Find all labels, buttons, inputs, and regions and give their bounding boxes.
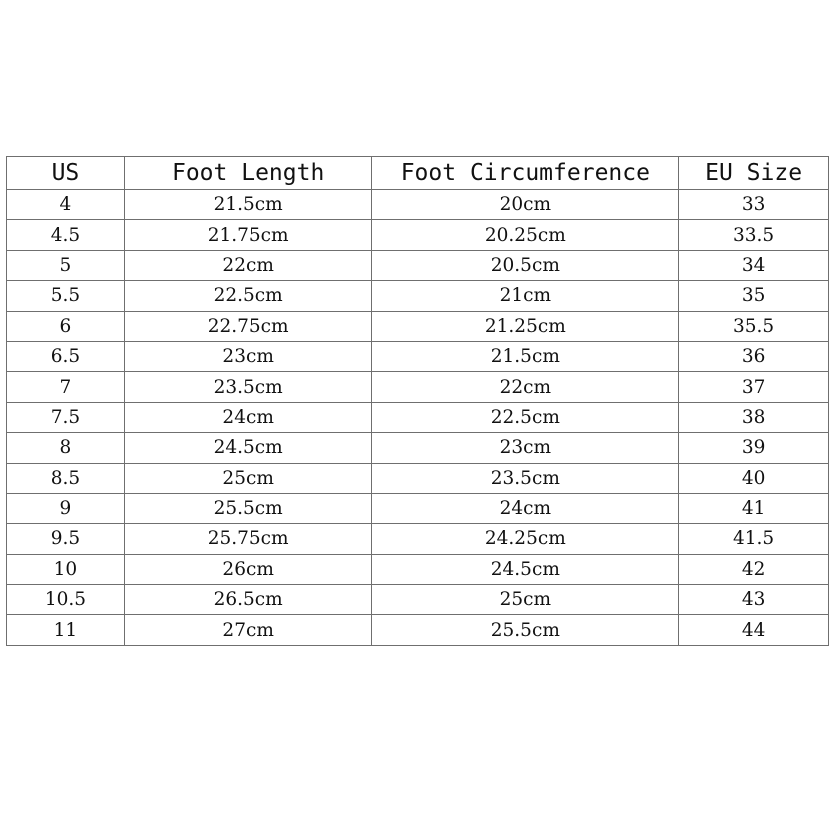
eu-size-cell: 41 [678,492,829,525]
us-cell: 8.5 [6,462,125,494]
foot-circumference-cell: 20.5cm [371,249,680,282]
foot-circumference-cell: 23.5cm [371,462,680,494]
us-cell: 11 [6,614,125,646]
header-foot-circumference: Foot Circumference [371,156,680,190]
foot-circumference-cell: 22cm [371,371,680,403]
foot-length-cell: 25.75cm [123,523,373,555]
foot-circumference-cell: 21cm [371,280,680,312]
us-cell: 9 [6,492,125,525]
eu-size-cell: 41.5 [678,523,829,555]
table-row: 4 21.5cm 20cm 33 [6,188,829,221]
eu-size-cell: 43 [678,584,829,616]
foot-length-cell: 22.5cm [123,280,373,312]
eu-size-cell: 39 [678,432,829,464]
foot-circumference-cell: 23cm [371,432,680,464]
eu-size-cell: 42 [678,553,829,586]
eu-size-cell: 33.5 [678,219,829,251]
foot-length-cell: 24cm [123,401,373,434]
table-row: 9 25.5cm 24cm 41 [6,492,829,525]
foot-circumference-cell: 24.25cm [371,523,680,555]
foot-circumference-cell: 24.5cm [371,553,680,586]
us-cell: 5 [6,249,125,282]
foot-length-cell: 21.75cm [123,219,373,251]
header-eu-size: EU Size [678,156,829,190]
us-cell: 8 [6,432,125,464]
eu-size-cell: 38 [678,401,829,434]
foot-circumference-cell: 20cm [371,188,680,221]
eu-size-cell: 33 [678,188,829,221]
header-row: US Foot Length Foot Circumference EU Siz… [6,156,829,190]
eu-size-cell: 37 [678,371,829,403]
foot-circumference-cell: 25.5cm [371,614,680,646]
us-cell: 9.5 [6,523,125,555]
eu-size-cell: 35.5 [678,310,829,342]
foot-length-cell: 26cm [123,553,373,586]
table-row: 7 23.5cm 22cm 37 [6,371,829,403]
foot-circumference-cell: 20.25cm [371,219,680,251]
us-cell: 7.5 [6,401,125,434]
foot-circumference-cell: 21.25cm [371,310,680,342]
foot-circumference-cell: 24cm [371,492,680,525]
eu-size-cell: 36 [678,340,829,373]
foot-length-cell: 23.5cm [123,371,373,403]
table-row: 10.5 26.5cm 25cm 43 [6,584,829,616]
foot-length-cell: 27cm [123,614,373,646]
eu-size-cell: 44 [678,614,829,646]
foot-circumference-cell: 25cm [371,584,680,616]
foot-length-cell: 25cm [123,462,373,494]
us-cell: 7 [6,371,125,403]
foot-circumference-cell: 22.5cm [371,401,680,434]
foot-length-cell: 22cm [123,249,373,282]
header-us: US [6,156,125,190]
us-cell: 4.5 [6,219,125,251]
table-row: 8.5 25cm 23.5cm 40 [6,462,829,494]
table-row: 5.5 22.5cm 21cm 35 [6,280,829,312]
table-row: 4.5 21.75cm 20.25cm 33.5 [6,219,829,251]
foot-length-cell: 24.5cm [123,432,373,464]
table-row: 8 24.5cm 23cm 39 [6,432,829,464]
us-cell: 6.5 [6,340,125,373]
foot-length-cell: 21.5cm [123,188,373,221]
eu-size-cell: 34 [678,249,829,282]
foot-circumference-cell: 21.5cm [371,340,680,373]
table-row: 7.5 24cm 22.5cm 38 [6,401,829,434]
table-row: 6.5 23cm 21.5cm 36 [6,340,829,373]
eu-size-cell: 35 [678,280,829,312]
us-cell: 10.5 [6,584,125,616]
us-cell: 5.5 [6,280,125,312]
size-chart-table: US Foot Length Foot Circumference EU Siz… [6,156,829,646]
foot-length-cell: 26.5cm [123,584,373,616]
us-cell: 4 [6,188,125,221]
foot-length-cell: 22.75cm [123,310,373,342]
us-cell: 6 [6,310,125,342]
table-row: 5 22cm 20.5cm 34 [6,249,829,282]
foot-length-cell: 25.5cm [123,492,373,525]
foot-length-cell: 23cm [123,340,373,373]
table-row: 9.5 25.75cm 24.25cm 41.5 [6,523,829,555]
header-foot-length: Foot Length [123,156,373,190]
table-row: 6 22.75cm 21.25cm 35.5 [6,310,829,342]
eu-size-cell: 40 [678,462,829,494]
us-cell: 10 [6,553,125,586]
table-row: 11 27cm 25.5cm 44 [6,614,829,646]
table-row: 10 26cm 24.5cm 42 [6,553,829,586]
